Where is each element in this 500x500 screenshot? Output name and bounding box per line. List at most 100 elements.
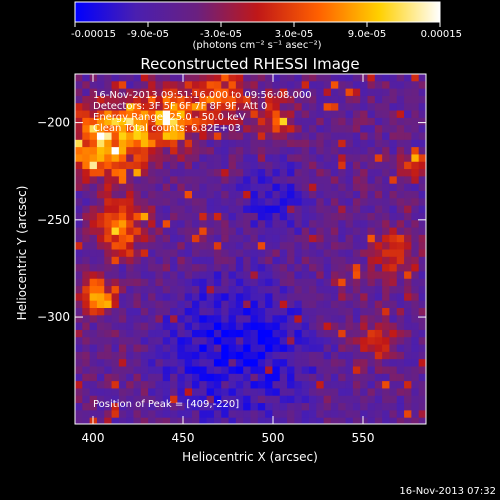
heatmap-cell [118, 359, 127, 368]
heatmap-cell [104, 205, 113, 214]
heatmap-cell [170, 271, 178, 280]
heatmap-cell [279, 176, 288, 185]
heatmap-cell [360, 249, 369, 258]
heatmap-cell [316, 95, 325, 104]
heatmap-cell [287, 103, 295, 112]
heatmap-cell [411, 169, 420, 177]
heatmap-cell [257, 308, 266, 316]
heatmap-cell [192, 132, 200, 141]
heatmap-cell [192, 81, 200, 90]
heatmap-cell [243, 388, 252, 397]
heatmap-cell [389, 264, 398, 273]
heatmap-cell [221, 205, 230, 214]
heatmap-cell [148, 212, 157, 221]
heatmap-cell [184, 256, 193, 265]
heatmap-cell [140, 249, 149, 258]
heatmap-cell [389, 286, 398, 294]
heatmap-cell [133, 359, 142, 368]
heatmap-cell [301, 271, 310, 280]
heatmap-cell [75, 344, 83, 353]
heatmap-cell [170, 286, 178, 294]
heatmap-cell [184, 147, 193, 156]
heatmap-cell [155, 308, 164, 316]
heatmap-cell [411, 176, 420, 185]
heatmap-cell [118, 103, 127, 112]
heatmap-cell [192, 256, 200, 265]
heatmap-cell [404, 388, 412, 397]
heatmap-cell [243, 125, 252, 134]
heatmap-cell [287, 359, 295, 368]
heatmap-cell [360, 74, 369, 82]
heatmap-cell [338, 74, 347, 82]
heatmap-cell [294, 227, 303, 236]
heatmap-cell [126, 198, 135, 207]
heatmap-cell [155, 183, 164, 192]
heatmap-cell [104, 373, 113, 382]
heatmap-cell [389, 198, 398, 207]
heatmap-cell [96, 286, 105, 294]
heatmap-cell [352, 403, 361, 411]
heatmap-cell [228, 373, 237, 382]
heatmap-cell [272, 154, 281, 163]
heatmap-cell [250, 337, 259, 346]
heatmap-cell [418, 256, 426, 265]
heatmap-cell [396, 132, 405, 141]
heatmap-cell [404, 373, 412, 382]
heatmap-cell [206, 278, 215, 287]
heatmap-cell [367, 154, 376, 163]
heatmap-cell [345, 278, 354, 287]
heatmap-cell [82, 183, 91, 192]
heatmap-cell [301, 351, 310, 360]
heatmap-cell [118, 278, 127, 287]
heatmap-cell [301, 242, 310, 251]
heatmap-cell [294, 169, 303, 177]
heatmap-cell [367, 234, 376, 243]
heatmap-cell [243, 359, 252, 368]
heatmap-cell [199, 110, 208, 119]
heatmap-cell [360, 256, 369, 265]
heatmap-cell [192, 139, 200, 148]
heatmap-cell [418, 95, 426, 104]
heatmap-cell [213, 191, 222, 199]
heatmap-cell [301, 74, 310, 82]
heatmap-cell [104, 110, 113, 119]
heatmap-cell [316, 176, 325, 185]
heatmap-cell [316, 212, 325, 221]
heatmap-cell [140, 81, 149, 90]
heatmap-cell [272, 110, 281, 119]
heatmap-cell [404, 161, 412, 170]
heatmap-cell [75, 286, 83, 294]
heatmap-cell [184, 125, 193, 134]
heatmap-cell [126, 161, 135, 170]
heatmap-cell [316, 81, 325, 90]
heatmap-cell [170, 395, 178, 404]
heatmap-cell [177, 227, 186, 236]
heatmap-cell [374, 81, 383, 90]
heatmap-cell [389, 147, 398, 156]
heatmap-cell [75, 161, 83, 170]
heatmap-cell [338, 169, 347, 177]
heatmap-cell [199, 169, 208, 177]
heatmap-cell [133, 300, 142, 309]
heatmap-cell [199, 381, 208, 390]
heatmap-cell [82, 315, 91, 324]
heatmap-cell [126, 344, 135, 353]
heatmap-cell [213, 410, 222, 419]
heatmap-cell [221, 417, 230, 424]
heatmap-cell [126, 88, 135, 97]
heatmap-cell [221, 344, 230, 353]
heatmap-cell [294, 154, 303, 163]
heatmap-cell [221, 329, 230, 338]
heatmap-cell [272, 169, 281, 177]
heatmap-cell [279, 344, 288, 353]
heatmap-cell [221, 366, 230, 375]
heatmap-cell [89, 286, 98, 294]
heatmap-cell [330, 227, 339, 236]
heatmap-cell [309, 154, 317, 163]
heatmap-cell [265, 351, 274, 360]
heatmap-cell [162, 234, 171, 243]
heatmap-cell [323, 154, 332, 163]
heatmap-cell [338, 395, 347, 404]
heatmap-cell [118, 117, 127, 126]
heatmap-cell [323, 417, 332, 424]
